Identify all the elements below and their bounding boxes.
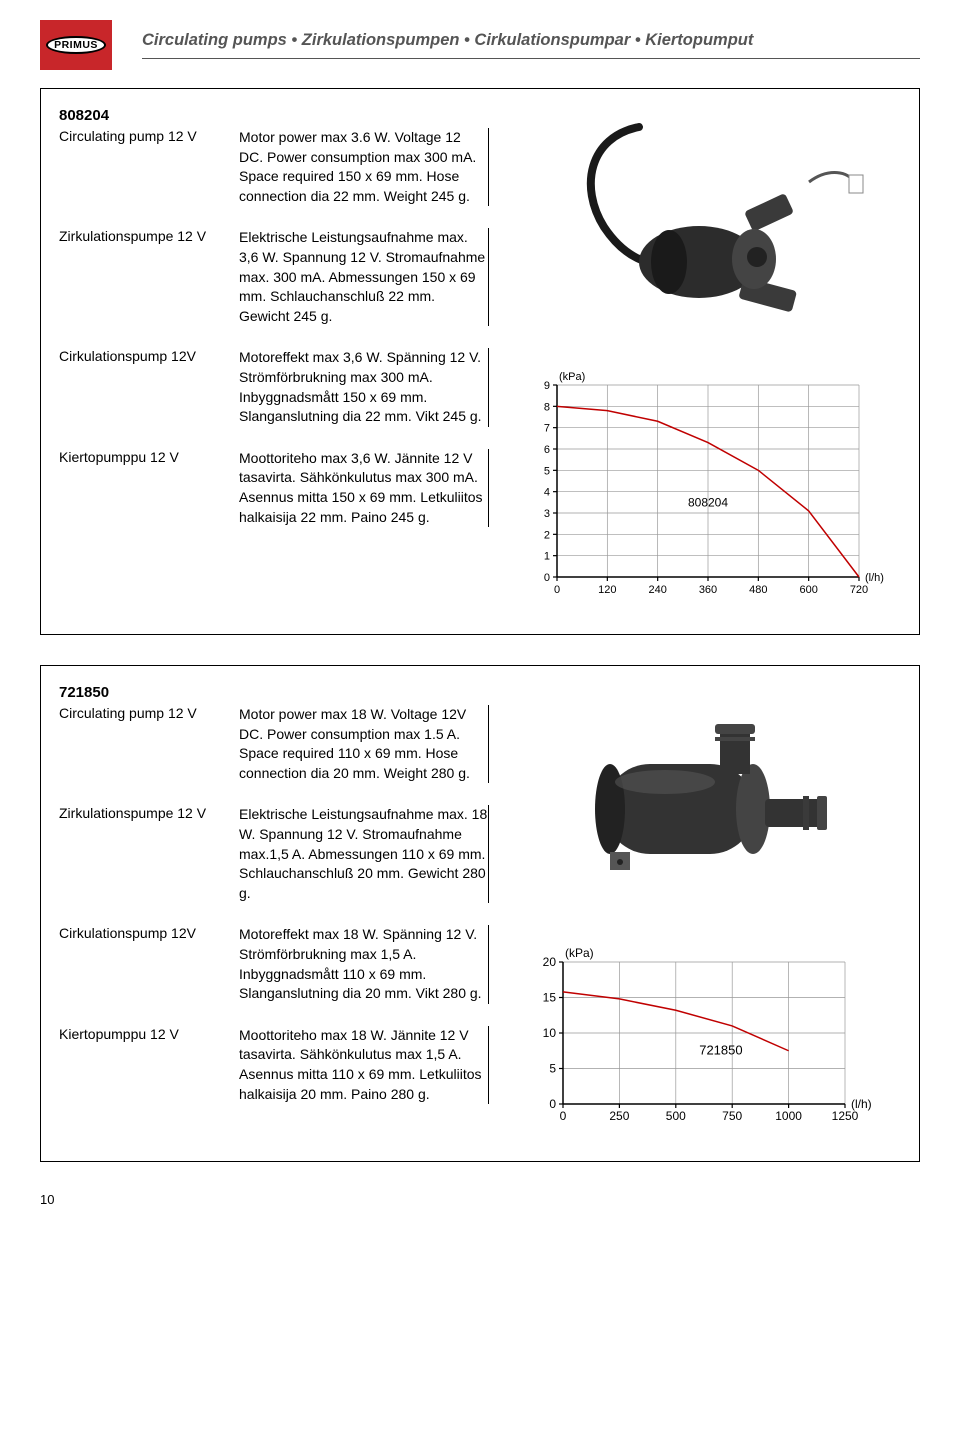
svg-text:720: 720	[850, 584, 868, 596]
product-section-808204: 808204 Circulating pump 12 V Motor power…	[40, 88, 920, 635]
spec-desc: Moottoriteho max 18 W. Jännite 12 V tasa…	[239, 1026, 489, 1104]
svg-text:3: 3	[544, 508, 550, 520]
svg-text:250: 250	[609, 1109, 629, 1123]
page-title: Circulating pumps • Zirkulationspumpen •…	[142, 31, 920, 50]
part-number: 808204	[59, 107, 499, 124]
svg-text:1250: 1250	[832, 1109, 859, 1123]
svg-text:(kPa): (kPa)	[559, 371, 585, 383]
page-header: PRIMUS Circulating pumps • Zirkulationsp…	[40, 20, 920, 70]
svg-text:1: 1	[544, 551, 550, 563]
svg-text:360: 360	[699, 584, 717, 596]
svg-text:240: 240	[648, 584, 666, 596]
spec-desc: Motor power max 3.6 W. Voltage 12 DC. Po…	[239, 128, 489, 206]
spec-desc: Elektrische Leistungsaufnahme max. 3,6 W…	[239, 228, 489, 326]
spec-label: Kiertopumppu 12 V	[59, 1026, 229, 1104]
svg-text:(l/h): (l/h)	[851, 1097, 872, 1111]
part-number: 721850	[59, 684, 499, 701]
svg-text:(kPa): (kPa)	[565, 946, 594, 960]
svg-text:0: 0	[554, 584, 560, 596]
spec-label: Cirkulationspump 12V	[59, 925, 229, 1003]
svg-text:721850: 721850	[699, 1042, 742, 1057]
svg-text:0: 0	[560, 1109, 567, 1123]
product-section-721850: 721850 Circulating pump 12 V Motor power…	[40, 665, 920, 1162]
svg-text:750: 750	[722, 1109, 742, 1123]
spec-desc: Motor power max 18 W. Voltage 12V DC. Po…	[239, 705, 489, 783]
spec-desc: Motoreffekt max 18 W. Spänning 12 V. Str…	[239, 925, 489, 1003]
svg-text:120: 120	[598, 584, 616, 596]
svg-text:1000: 1000	[775, 1109, 802, 1123]
svg-text:500: 500	[666, 1109, 686, 1123]
product-image-808204	[549, 117, 869, 337]
spec-label: Kiertopumppu 12 V	[59, 449, 229, 527]
svg-text:(l/h): (l/h)	[865, 572, 884, 584]
logo-text: PRIMUS	[46, 36, 106, 54]
svg-text:808204: 808204	[688, 496, 728, 510]
page-number: 10	[40, 1192, 920, 1207]
product-image-721850	[545, 694, 865, 914]
svg-text:5: 5	[549, 1062, 556, 1076]
svg-text:9: 9	[544, 380, 550, 392]
svg-text:6: 6	[544, 444, 550, 456]
svg-text:0: 0	[544, 572, 550, 584]
svg-text:8: 8	[544, 401, 550, 413]
svg-text:5: 5	[544, 465, 550, 477]
primus-logo: PRIMUS	[40, 20, 112, 70]
spec-desc: Moottoriteho max 3,6 W. Jännite 12 V tas…	[239, 449, 489, 527]
spec-label: Zirkulationspumpe 12 V	[59, 228, 229, 326]
svg-text:15: 15	[543, 991, 557, 1005]
spec-label: Cirkulationspump 12V	[59, 348, 229, 426]
svg-text:4: 4	[544, 487, 550, 499]
spec-label: Circulating pump 12 V	[59, 705, 229, 783]
header-rule	[142, 58, 920, 59]
svg-text:480: 480	[749, 584, 767, 596]
svg-text:7: 7	[544, 423, 550, 435]
spec-label: Circulating pump 12 V	[59, 128, 229, 206]
spec-desc: Elektrische Leistungsaufnahme max. 18 W.…	[239, 805, 489, 903]
svg-text:10: 10	[543, 1026, 557, 1040]
svg-text:0: 0	[549, 1097, 556, 1111]
performance-chart-808204: 0 120 240 360 480 600 720 0 1 2 3 4 5 6 7 8 9 (kPa) (l/h) 8…	[519, 367, 899, 612]
svg-text:20: 20	[543, 955, 557, 969]
svg-text:2: 2	[544, 529, 550, 541]
spec-label: Zirkulationspumpe 12 V	[59, 805, 229, 903]
svg-text:600: 600	[799, 584, 817, 596]
performance-chart-721850: 0 250 500 750 1000 1250 0 5 10 15 20 (kPa) (l/h) 7218…	[525, 944, 885, 1139]
spec-desc: Motoreffekt max 3,6 W. Spänning 12 V. St…	[239, 348, 489, 426]
